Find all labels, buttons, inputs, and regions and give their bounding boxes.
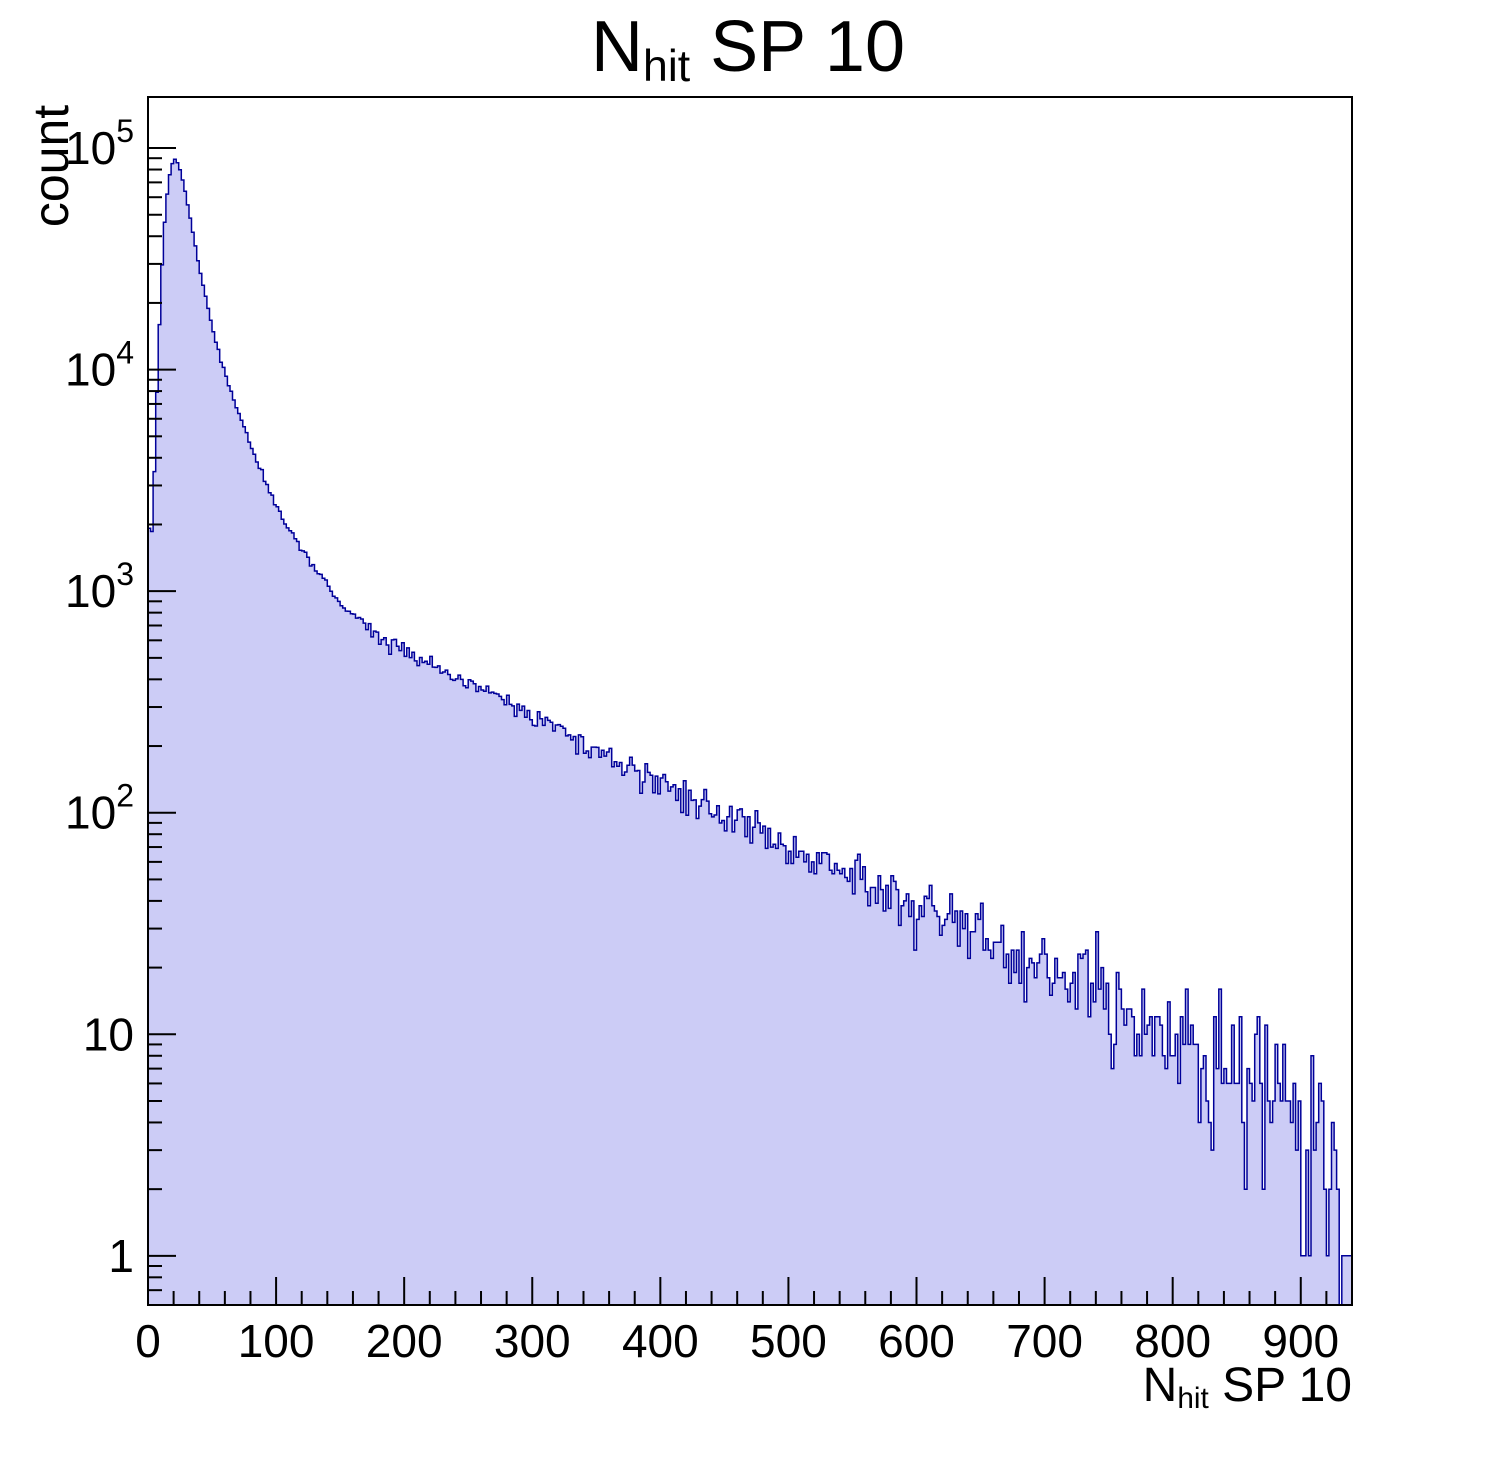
x-axis-title-prefix: N [1142,1359,1178,1412]
x-tick-label: 100 [238,1315,315,1367]
chart-title-prefix: N [591,7,643,87]
x-tick-label: 400 [622,1315,699,1367]
x-axis-title-suffix: SP 10 [1208,1359,1352,1412]
x-tick-label: 300 [494,1315,571,1367]
y-tick-label: 1 [108,1230,134,1282]
y-tick-label: 103 [65,556,134,617]
histogram-fill [148,159,1352,1305]
histogram-outline [147,158,1353,1306]
plot-frame [147,96,1353,1306]
x-tick-label: 500 [750,1315,827,1367]
x-tick-label: 900 [1262,1315,1339,1367]
x-tick-label: 800 [1134,1315,1211,1367]
chart-title: Nhit SP 10 [0,6,1496,91]
x-tick-label: 200 [366,1315,443,1367]
y-tick-label: 10 [83,1008,134,1060]
chart-title-subscript: hit [643,41,691,91]
x-axis-title-subscript: hit [1177,1381,1209,1415]
x-tick-label: 0 [135,1315,161,1367]
x-tick-label: 700 [1006,1315,1083,1367]
y-tick-label: 105 [65,113,134,174]
y-axis-title: count [23,104,79,228]
chart-title-suffix: SP 10 [690,7,905,87]
x-tick-label: 600 [878,1315,955,1367]
y-tick-label: 102 [65,778,134,839]
x-axis-title: Nhit SP 10 [952,1358,1352,1415]
y-tick-label: 104 [65,335,134,396]
